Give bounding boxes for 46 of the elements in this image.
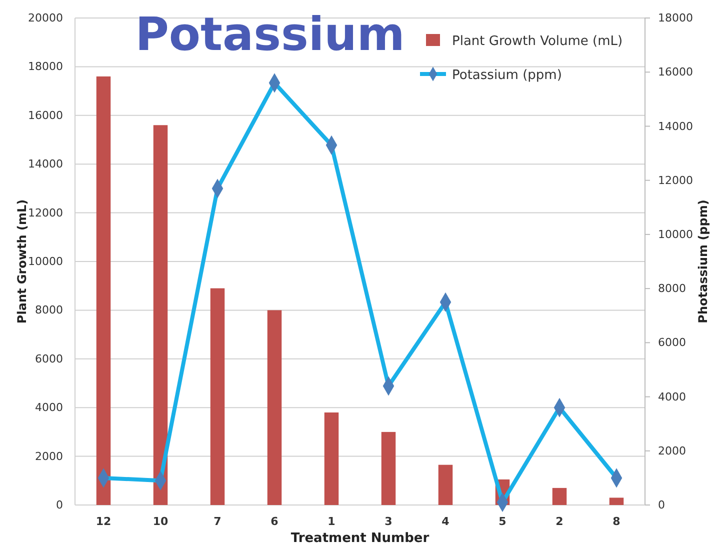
x-tick-label: 7 — [214, 514, 222, 528]
bar — [324, 412, 339, 505]
x-tick-label: 5 — [498, 514, 506, 528]
legend-label: Plant Growth Volume (mL) — [452, 34, 623, 49]
bar — [210, 288, 225, 505]
y2-tick-label: 10000 — [658, 228, 693, 241]
bar — [552, 488, 567, 505]
x-tick-label: 8 — [612, 514, 620, 528]
y2-tick-label: 16000 — [658, 66, 693, 79]
x-tick-label: 12 — [96, 514, 112, 528]
y-tick-label: 16000 — [28, 108, 63, 122]
x-axis-title: Treatment Number — [290, 531, 430, 546]
y-tick-label: 0 — [56, 498, 63, 512]
bar — [381, 432, 396, 505]
y2-tick-label: 12000 — [658, 174, 693, 187]
y-tick-label: 2000 — [35, 450, 63, 463]
x-tick-label: 6 — [270, 514, 279, 528]
y-tick-label: 8000 — [35, 304, 63, 317]
y-axis-title: Plant Growth (mL) — [15, 199, 29, 324]
y2-tick-label: 4000 — [658, 390, 686, 404]
y-tick-label: 14000 — [28, 158, 63, 171]
y-tick-label: 10000 — [28, 255, 63, 268]
bar — [96, 76, 111, 505]
bar — [438, 464, 453, 505]
chart-title: Potassium — [135, 7, 405, 61]
y-tick-label: 12000 — [28, 206, 63, 220]
y2-tick-label: 18000 — [658, 12, 693, 25]
y-tick-label: 6000 — [35, 352, 63, 366]
y2-axis-title: Photassium (ppm) — [696, 200, 710, 324]
bar — [609, 498, 624, 505]
y2-tick-label: 6000 — [658, 336, 686, 350]
y-tick-label: 4000 — [35, 401, 63, 414]
y2-tick-label: 8000 — [658, 282, 686, 296]
bar — [153, 125, 168, 505]
y-tick-label: 20000 — [28, 12, 63, 25]
x-tick-label: 3 — [384, 514, 392, 528]
x-tick-label: 2 — [556, 514, 564, 528]
bar — [267, 310, 282, 505]
x-tick-label: 10 — [152, 514, 168, 528]
y2-tick-label: 14000 — [658, 120, 693, 133]
legend-label: Potassium (ppm) — [452, 68, 562, 83]
x-tick-label: 4 — [442, 514, 450, 528]
y2-tick-label: 2000 — [658, 444, 686, 458]
y2-tick-label: 0 — [658, 498, 665, 512]
x-tick-label: 1 — [328, 514, 336, 528]
y-tick-label: 18000 — [28, 60, 63, 74]
